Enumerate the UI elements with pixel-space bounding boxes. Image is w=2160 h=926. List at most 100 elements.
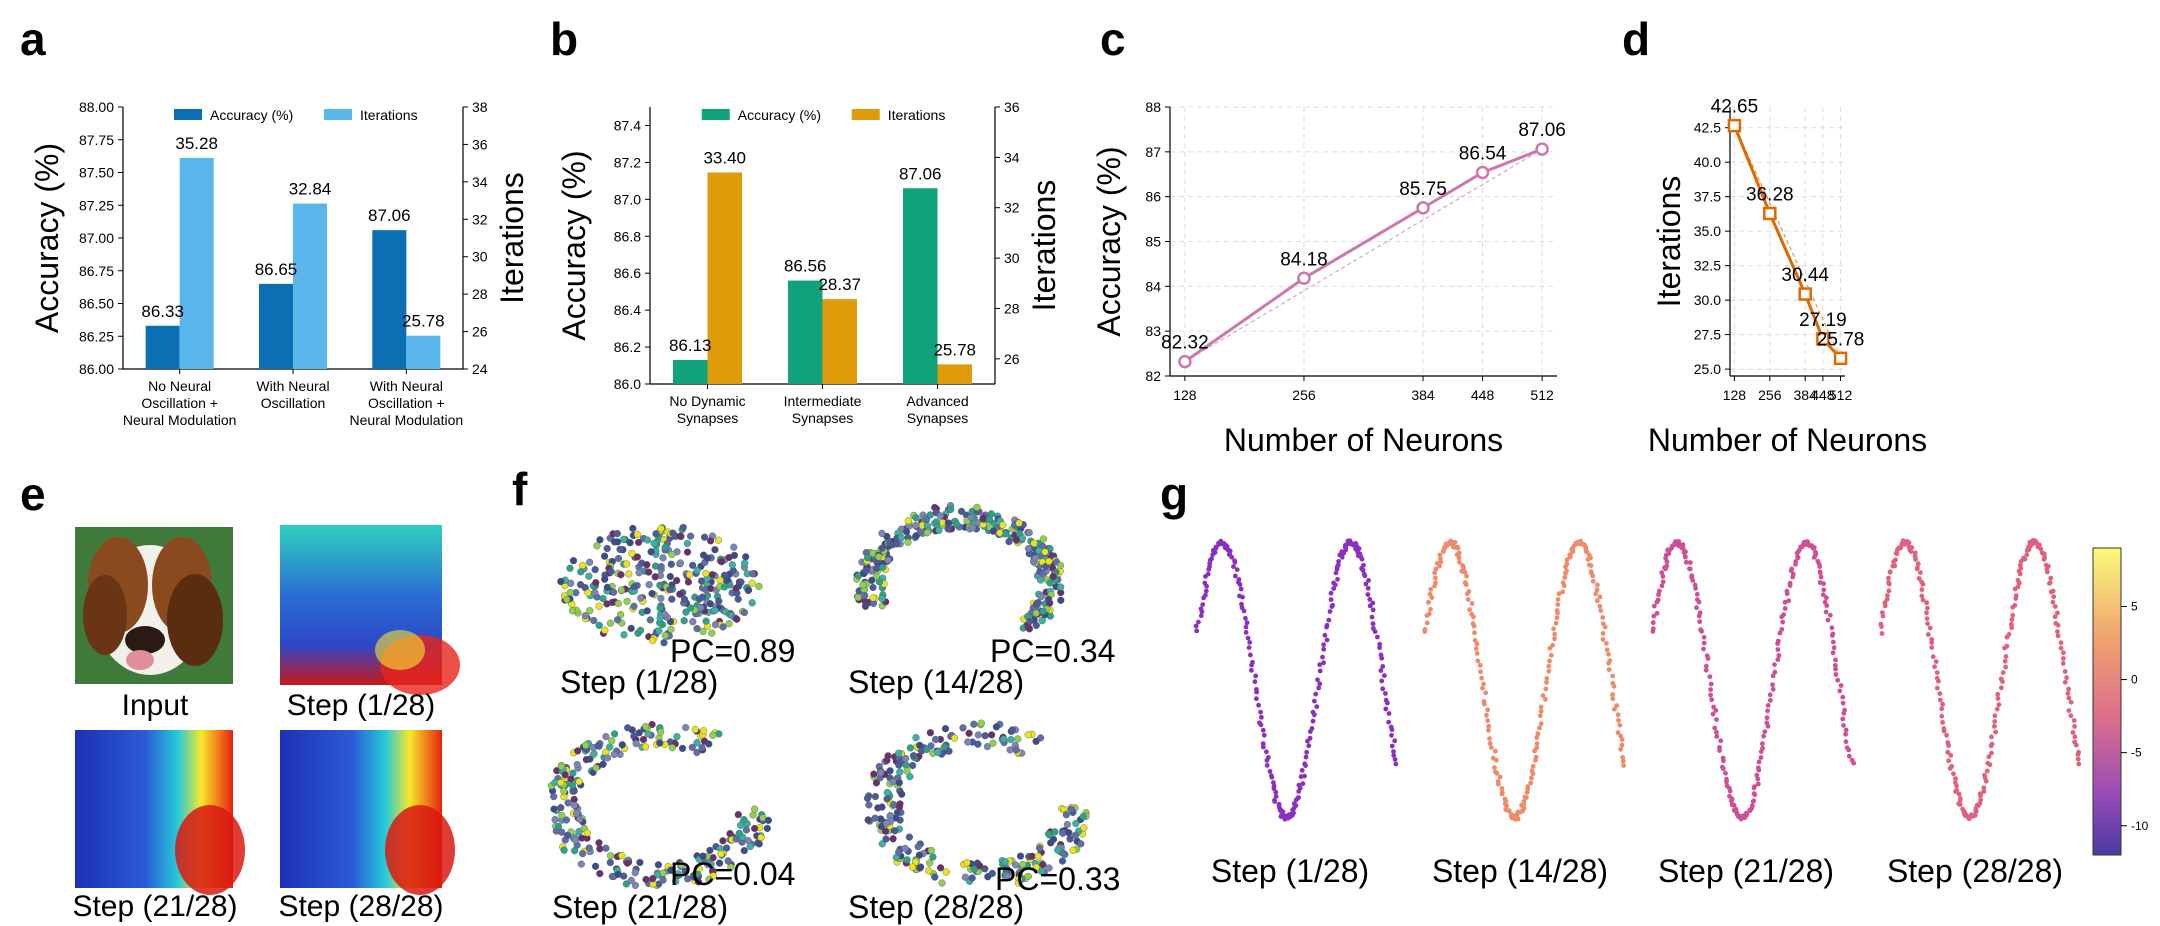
trajectory-point (1455, 545, 1461, 551)
trajectory-point (1925, 621, 1930, 626)
trajectory-point (1377, 645, 1382, 651)
embedding-point (898, 790, 906, 798)
trajectory-point (1391, 753, 1397, 758)
embedding-point (1018, 534, 1027, 542)
trajectory-point (1790, 571, 1796, 577)
embedding-point (648, 589, 656, 598)
trajectory-point (1765, 708, 1770, 714)
embedding-point (893, 540, 901, 548)
trajectory-point (1232, 559, 1238, 565)
trajectory-point (1827, 612, 1833, 618)
trajectory-step-28 (1878, 538, 2082, 822)
embedding-point (878, 544, 886, 552)
trajectory-step-21 (1650, 539, 1857, 822)
trajectory-point (1710, 711, 1716, 717)
trajectory-point (1254, 689, 1259, 695)
embedding-point (1069, 846, 1077, 855)
panel-g: Step (1/28) Step (14/28) Step (21/28) St… (1193, 538, 2149, 889)
legend-label-accuracy: Accuracy (%) (738, 107, 821, 123)
legend-label-iterations: Iterations (888, 107, 946, 123)
embedding-point (645, 568, 653, 576)
trajectory-point (1694, 605, 1699, 611)
embedding-point (878, 595, 886, 603)
trajectory-point (1829, 633, 1835, 638)
y-tick-label: 87.00 (79, 230, 114, 246)
trajectory-point (1471, 614, 1476, 620)
heatmap-step-21 (75, 730, 245, 895)
trajectory-point (1615, 730, 1621, 735)
embedding-point (889, 835, 897, 843)
embedding-point (740, 815, 748, 824)
trajectory-point (1833, 657, 1838, 663)
trajectory-point (1830, 639, 1836, 645)
embedding-point (1077, 840, 1085, 848)
colorbar-tick-label: 5 (2131, 599, 2138, 613)
embedding-point (557, 762, 566, 770)
embedding-point (641, 743, 650, 751)
trajectory-point (1243, 624, 1249, 630)
y-axis-title: Iterations (1651, 176, 1687, 308)
trajectory-point (1846, 747, 1852, 753)
embedding-point (666, 585, 674, 594)
trajectory-point (1324, 622, 1330, 628)
trajectory-point (1321, 660, 1326, 666)
embedding-point (631, 881, 640, 890)
embedding-point (749, 811, 757, 819)
embedding-point (635, 569, 643, 577)
trajectory-point (1552, 636, 1557, 642)
embedding-point (925, 867, 933, 875)
embedding-point (620, 535, 628, 543)
embedding-point (720, 583, 729, 591)
embedding-point (668, 595, 676, 603)
trajectory-point (1929, 645, 1935, 650)
trajectory-point (1920, 597, 1926, 603)
trajectory-point (1564, 561, 1570, 567)
embedding-point (1039, 860, 1047, 869)
embedding-point (941, 725, 950, 733)
embedding-point (1051, 828, 1059, 836)
embedding-point (699, 852, 707, 860)
trajectory-point (1833, 672, 1839, 677)
embedding-point (722, 844, 731, 852)
embedding-point (926, 729, 935, 737)
trajectory-point (1751, 798, 1757, 804)
trajectory-point (2003, 664, 2008, 670)
embedding-point (932, 518, 940, 526)
embedding-point (869, 583, 877, 592)
embedding-point (976, 862, 984, 870)
embedding-point (656, 739, 664, 747)
trajectory-point (1313, 691, 1319, 697)
embedding-point (709, 731, 717, 739)
embedding-point (686, 604, 695, 612)
x-tick-label: 128 (1173, 387, 1197, 403)
category-label: Synapses (677, 410, 738, 426)
embedding-point (897, 534, 906, 542)
embedding-point (591, 862, 600, 870)
x-tick-label: 384 (1411, 387, 1435, 403)
embedding-point (995, 529, 1004, 537)
embedding-point (578, 834, 586, 842)
trajectory-point (1705, 656, 1711, 661)
embedding-point (614, 599, 622, 608)
trajectory-point (1494, 757, 1499, 763)
embedding-point (1024, 731, 1032, 739)
embedding-point (689, 618, 697, 626)
embedding-point (925, 859, 934, 867)
pc-label-3: PC=0.04 (670, 856, 795, 892)
embedding-point (681, 867, 689, 875)
trajectory-point (1317, 662, 1323, 668)
trajectory-point (1886, 588, 1892, 594)
trajectory-point (1770, 673, 1776, 679)
embedding-point (711, 621, 720, 629)
trajectory-point (1556, 591, 1562, 597)
trajectory-point (2075, 756, 2081, 762)
trajectory-point (2041, 557, 2047, 562)
trajectory-point (1229, 554, 1235, 560)
trajectory-point (1424, 620, 1430, 626)
embedding-point (861, 602, 870, 610)
trajectory-point (1680, 545, 1686, 551)
embedding-point (1019, 860, 1027, 869)
bar-accuracy (259, 283, 293, 369)
embedding-point (550, 805, 558, 813)
trajectory-point (1234, 567, 1240, 572)
